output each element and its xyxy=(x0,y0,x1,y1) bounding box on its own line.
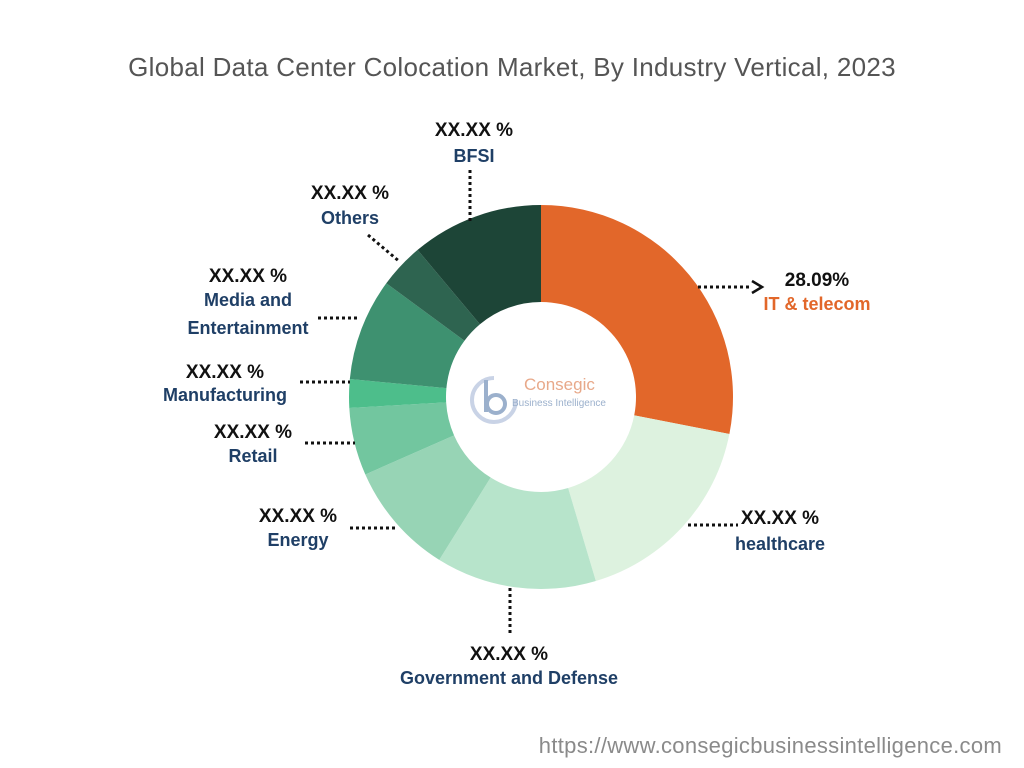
name-media-line1: Media and xyxy=(203,290,292,310)
slice-bfsi xyxy=(417,205,541,325)
name-energy: Energy xyxy=(267,530,329,550)
pct-energy: XX.XX % xyxy=(258,506,338,527)
pct-healthcare: XX.XX % xyxy=(740,508,820,529)
pct-government: XX.XX % xyxy=(469,644,549,665)
source-url[interactable]: https://www.consegicbusinessintelligence… xyxy=(538,733,1002,758)
leader-line-others xyxy=(367,233,401,264)
consegic-logo-icon xyxy=(470,376,518,424)
label-retail: XX.XX % Retail xyxy=(214,423,292,465)
pct-bfsi: XX.XX % xyxy=(434,120,514,141)
slice-energy xyxy=(365,435,491,560)
label-media: XX.XX % Media and Entertainment xyxy=(187,267,308,337)
label-healthcare: XX.XX % healthcare xyxy=(735,509,825,553)
pct-others: XX.XX % xyxy=(310,183,390,204)
chart-title: Global Data Center Colocation Market, By… xyxy=(128,52,896,82)
pct-retail: XX.XX % xyxy=(213,422,293,443)
pct-it-telecom: 28.09% xyxy=(784,270,850,291)
name-government: Government and Defense xyxy=(399,668,619,688)
label-energy: XX.XX % Energy xyxy=(259,507,337,549)
logo-tagline: Business Intelligence xyxy=(512,398,606,409)
slice-retail xyxy=(349,402,455,475)
label-others: XX.XX % Others xyxy=(311,184,389,227)
name-it-telecom: IT & telecom xyxy=(763,294,871,314)
name-others: Others xyxy=(320,208,380,228)
slice-media-and-entertainment xyxy=(349,283,465,389)
slice-others xyxy=(386,249,480,341)
name-bfsi: BFSI xyxy=(453,146,495,166)
label-it-telecom: 28.09% IT & telecom xyxy=(763,271,870,313)
pct-media: XX.XX % xyxy=(208,266,288,287)
name-media-line2: Entertainment xyxy=(187,318,309,338)
arrow-head-icon xyxy=(751,279,765,295)
label-government: XX.XX % Government and Defense xyxy=(400,645,618,687)
label-bfsi: XX.XX % BFSI xyxy=(435,121,513,165)
pct-manufacturing: XX.XX % xyxy=(185,362,265,383)
label-manufacturing: XX.XX % Manufacturing xyxy=(163,363,287,404)
name-manufacturing: Manufacturing xyxy=(163,385,287,405)
name-retail: Retail xyxy=(228,446,278,466)
logo-name: Consegic xyxy=(524,375,595,394)
slice-government-and-defense xyxy=(439,477,596,589)
name-healthcare: healthcare xyxy=(734,534,826,554)
slice-manufacturing xyxy=(349,379,447,408)
slice-it-telecom xyxy=(541,205,733,435)
slice-healthcare xyxy=(568,415,730,582)
